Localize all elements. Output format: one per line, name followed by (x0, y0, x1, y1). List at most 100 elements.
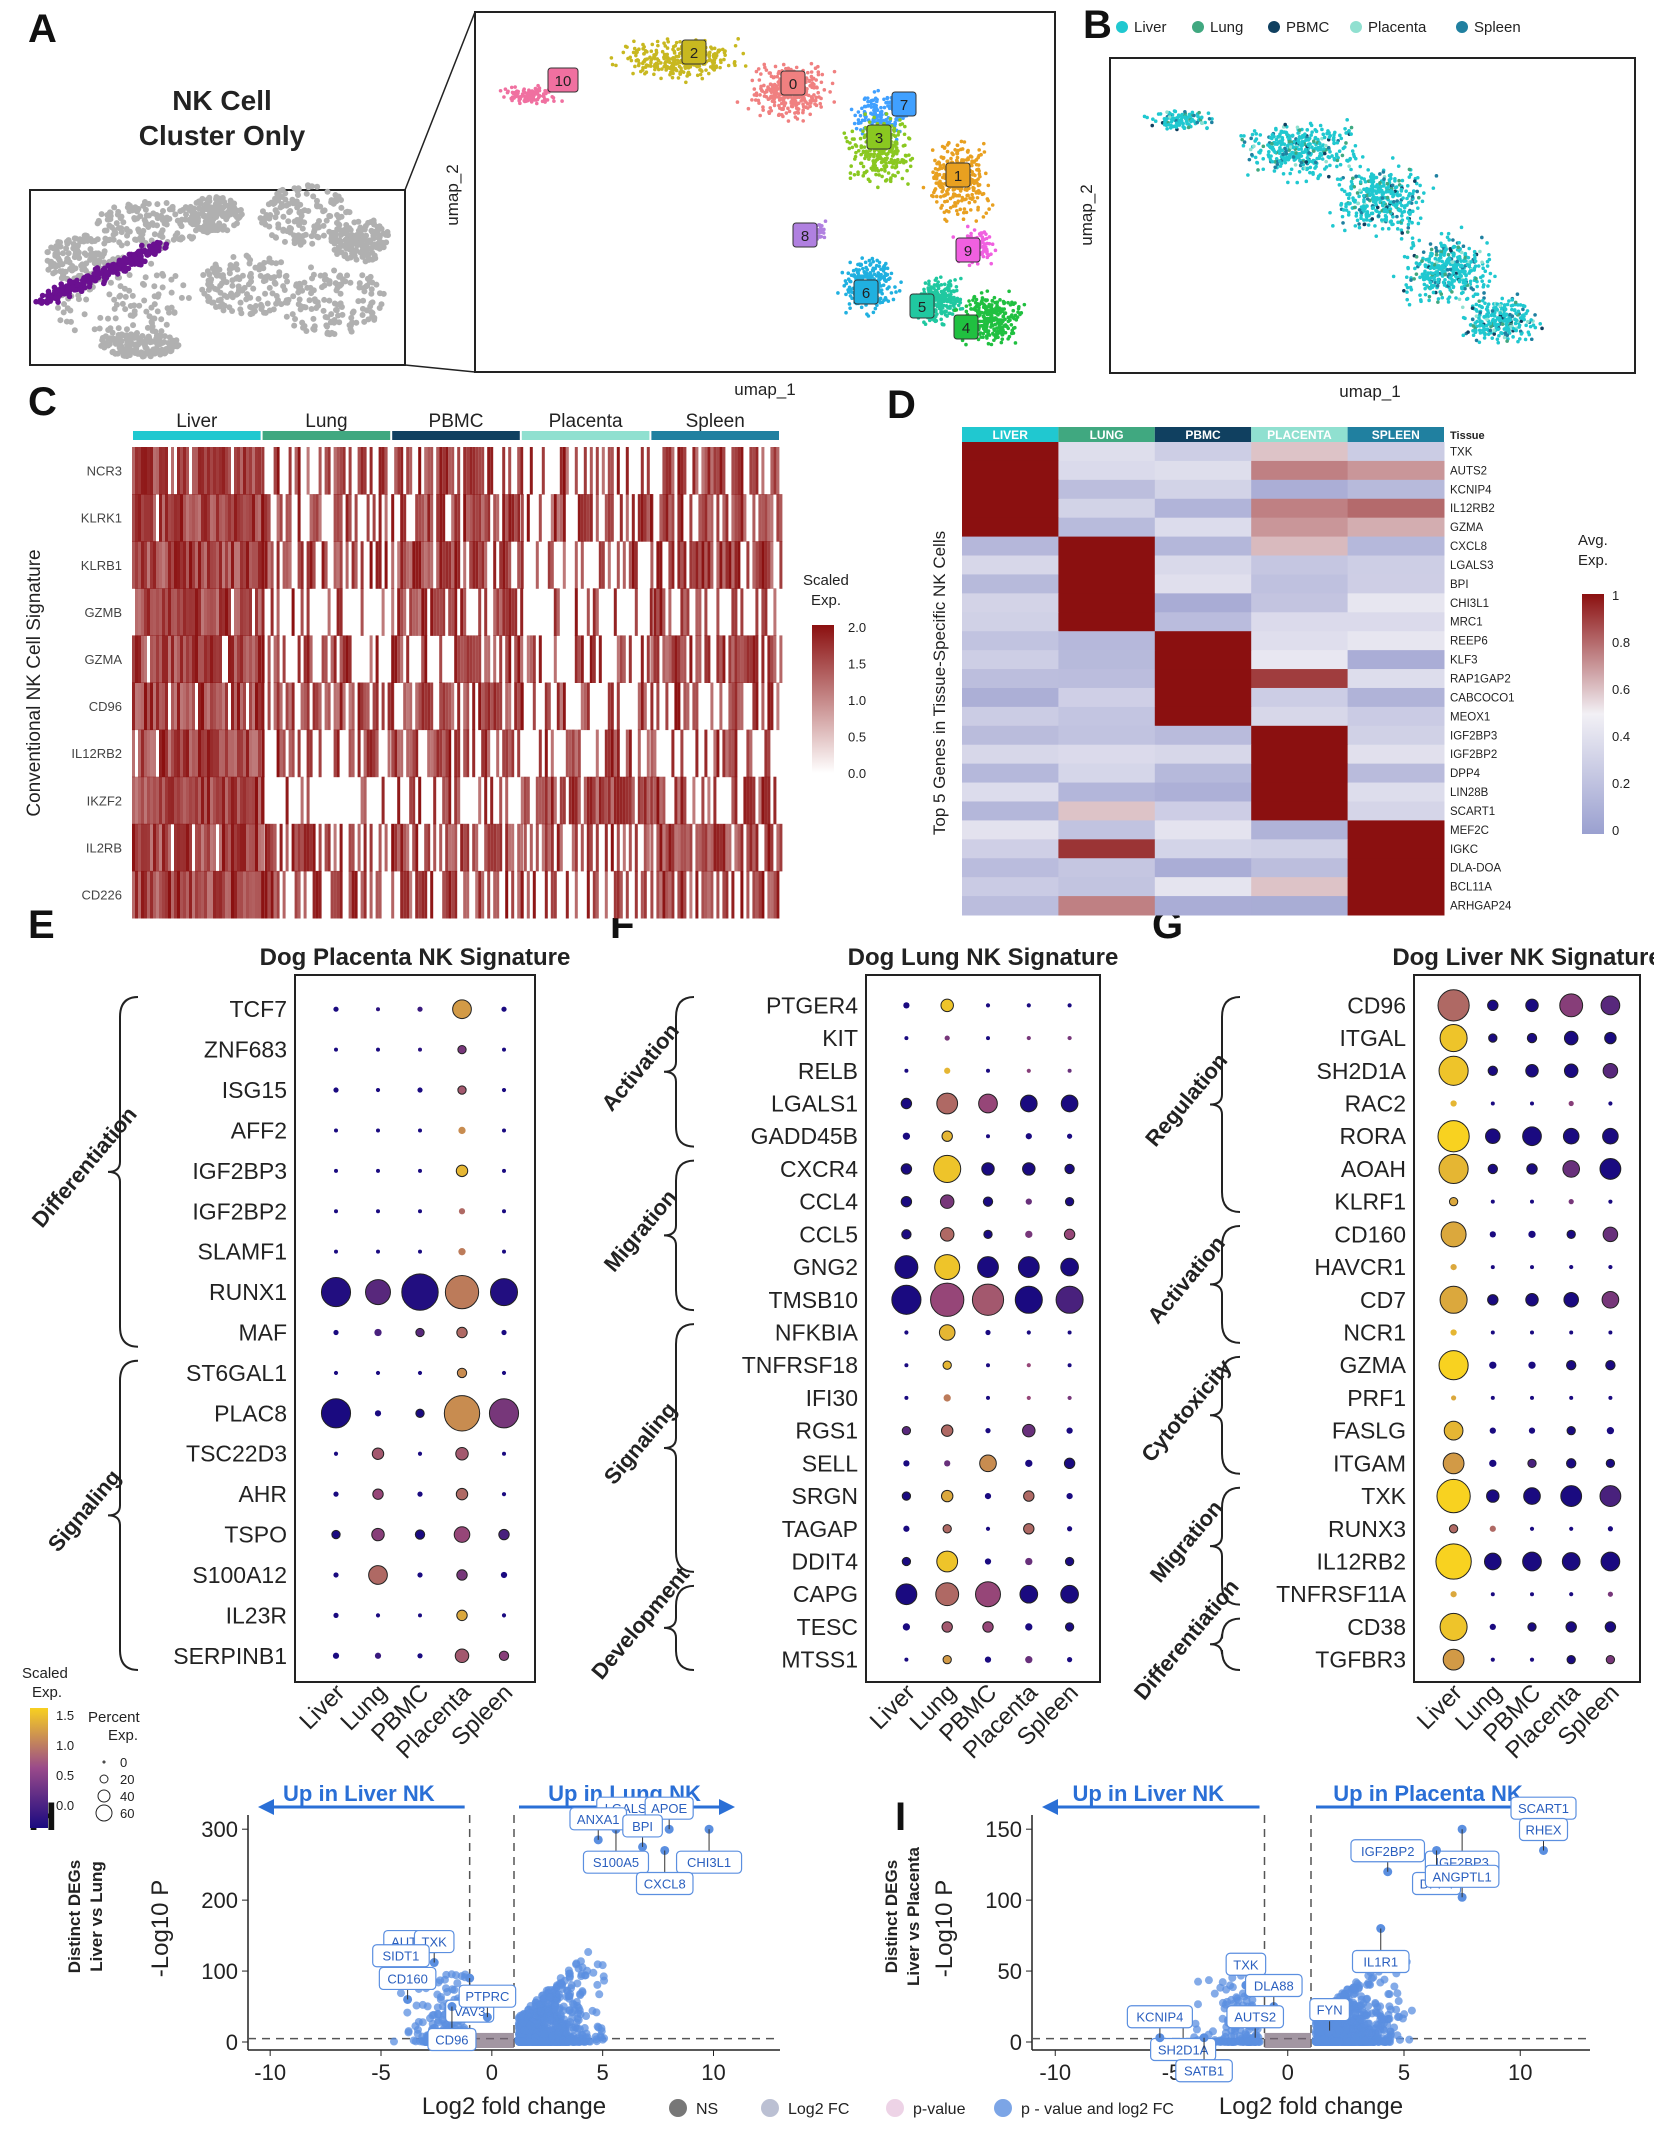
tissue-cell (1387, 173, 1392, 178)
grey-cell (168, 276, 175, 283)
tissue-cell (1304, 160, 1309, 164)
grey-cell (63, 245, 70, 252)
cluster-cell (900, 176, 905, 181)
grey-cell (353, 319, 360, 326)
grey-cell (216, 220, 223, 227)
cluster-cell (772, 103, 777, 108)
cluster-cell (952, 298, 957, 302)
tissue-cell (1344, 131, 1348, 135)
tissue-cell (1322, 147, 1326, 151)
cluster-cell (802, 96, 806, 101)
grey-cell (145, 200, 152, 207)
cluster-cell (885, 100, 890, 105)
tissue-cell (1317, 141, 1322, 146)
grey-cell (310, 271, 317, 278)
cluster-cell (968, 302, 972, 307)
grey-cell (153, 272, 160, 279)
grey-cell (174, 230, 181, 237)
grey-cell (306, 297, 313, 304)
grey-cell (336, 282, 343, 289)
tissue-cell (1380, 203, 1385, 208)
cluster-cell (816, 64, 820, 69)
grey-cell (326, 212, 333, 219)
tissue-cell (1274, 127, 1278, 132)
cluster-cell (822, 88, 827, 92)
grey-cell (130, 322, 137, 329)
tissue-cell (1340, 214, 1345, 219)
grey-cell (77, 238, 84, 245)
cluster-cell (877, 154, 882, 158)
tissue-cell (1413, 179, 1417, 183)
grey-cell (101, 240, 108, 247)
cluster-cell (852, 121, 857, 126)
cluster-cell (1003, 323, 1008, 327)
tissue-cell (1408, 172, 1413, 177)
tissue-cell (1241, 143, 1246, 148)
tissue-cell (1375, 195, 1379, 200)
tissue-cell (1363, 179, 1368, 184)
grey-cell (303, 190, 310, 197)
grey-cell (261, 259, 268, 266)
tissue-cell (1316, 176, 1320, 181)
tissue-cell (1392, 199, 1396, 204)
grey-cell (266, 307, 273, 314)
grey-cell (281, 286, 288, 293)
grey-cell (317, 203, 324, 210)
cluster-cell (534, 101, 539, 106)
cluster-cell (941, 290, 946, 295)
cluster-cell (767, 111, 772, 116)
grey-cell (159, 207, 166, 214)
tissue-cell (1205, 126, 1209, 131)
grey-cell (226, 304, 233, 311)
tissue-cell (1174, 121, 1179, 125)
grey-cell (199, 209, 206, 216)
cluster-cell (978, 331, 983, 335)
cluster-cell (832, 100, 837, 104)
grey-cell (149, 315, 156, 322)
cluster-cell (1007, 289, 1011, 294)
cluster-cell (903, 143, 907, 148)
tissue-cell (1348, 201, 1352, 206)
grey-cell (237, 299, 244, 306)
cluster-cell (976, 191, 981, 195)
grey-cell (124, 232, 131, 239)
cluster-cell (848, 260, 852, 265)
grey-cell (205, 281, 212, 288)
tissue-cell (1379, 184, 1383, 189)
cluster-cell (954, 284, 959, 289)
cluster-cell (921, 185, 926, 190)
tissue-cell (1352, 205, 1357, 210)
cluster-cell (641, 47, 645, 51)
grey-cell (127, 303, 134, 310)
tissue-cell (1335, 140, 1340, 145)
cluster-cell (610, 62, 615, 67)
tissue-cell (1186, 125, 1191, 130)
cluster-cell (980, 251, 984, 256)
tissue-cell (1358, 188, 1362, 193)
cluster-cell (524, 98, 529, 102)
cluster-cell (518, 97, 522, 101)
cluster-cell (894, 164, 899, 169)
grey-cell (163, 200, 170, 207)
cluster-cell (776, 113, 781, 118)
cluster-cell (637, 61, 641, 66)
grey-cell (109, 349, 116, 356)
zoom-line (404, 11, 476, 191)
cluster-cell (663, 61, 667, 66)
tissue-cell (1352, 154, 1357, 159)
cluster-cell (695, 73, 700, 78)
cluster-cell (1009, 331, 1014, 336)
cluster-cell (676, 76, 681, 80)
cluster-cell (895, 157, 900, 162)
nk-cell (100, 280, 107, 287)
cluster-cell (809, 61, 814, 66)
grey-cell (243, 252, 250, 259)
cluster-cell (779, 101, 784, 106)
tissue-cell (1295, 180, 1300, 185)
grey-cell (112, 315, 119, 322)
grey-cell (131, 216, 138, 223)
grey-cell (94, 220, 101, 227)
tissue-cell (1390, 222, 1394, 227)
cluster-cell (984, 232, 988, 236)
cluster-cell (1006, 326, 1011, 331)
